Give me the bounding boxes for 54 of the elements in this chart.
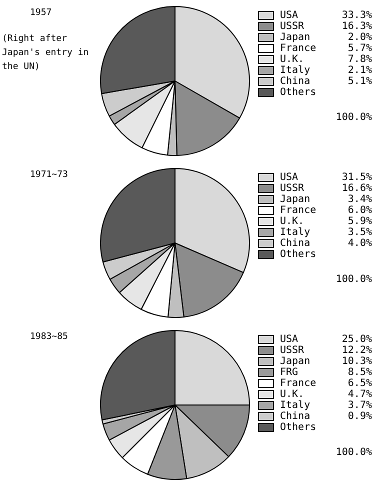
data-label: 6.5% — [346, 378, 372, 389]
legend-label: Others — [280, 87, 318, 98]
data-label: 0.9% — [346, 411, 372, 422]
legend-label: USSR — [280, 183, 306, 194]
legend-label: USA — [280, 172, 300, 183]
data-label: 2.1% — [346, 65, 372, 76]
legend-label: France — [280, 378, 318, 389]
legend-label: Japan — [280, 356, 312, 367]
data-label: 4.7% — [346, 389, 372, 400]
data-label: 4.0% — [346, 238, 372, 249]
chart-title: 1957 — [30, 8, 52, 18]
legend-label: U.K. — [280, 54, 306, 65]
text: 100.0% — [334, 274, 372, 285]
data-label: 16.6% — [340, 183, 372, 194]
data-label: 25.0% — [340, 334, 372, 345]
legend-label: Italy — [280, 400, 312, 411]
legend-label: USA — [280, 10, 300, 21]
data-label: 3.4% — [346, 194, 372, 205]
legend-label: China — [280, 76, 312, 87]
legend-label: FRG — [280, 367, 300, 378]
data-label: 6.0% — [346, 205, 372, 216]
legend-label: France — [280, 205, 318, 216]
legend-label: USA — [280, 334, 300, 345]
legend-label: U.K. — [280, 216, 306, 227]
data-label: 2.0% — [346, 32, 372, 43]
legend-label: U.K. — [280, 389, 306, 400]
legend-label: USSR — [280, 345, 306, 356]
data-label: 7.8% — [346, 54, 372, 65]
legend-label: Italy — [280, 227, 312, 238]
data-label: 5.1% — [346, 76, 372, 87]
text: (Right after Japan's entry in the UN) — [2, 33, 90, 74]
legend-label: Japan — [280, 32, 312, 43]
data-label: 8.5% — [346, 367, 372, 378]
chart-title: 1983~85 — [30, 332, 68, 342]
data-label: 31.5% — [340, 172, 372, 183]
data-label: 33.3% — [340, 10, 372, 21]
data-label: 10.3% — [340, 356, 372, 367]
data-label: 12.2% — [340, 345, 372, 356]
data-label: 3.5% — [346, 227, 372, 238]
legend-label: Japan — [280, 194, 312, 205]
data-label: 16.3% — [340, 21, 372, 32]
text: 100.0% — [334, 447, 372, 458]
data-label: 3.7% — [346, 400, 372, 411]
legend-label: Others — [280, 422, 318, 433]
text: 100.0% — [334, 112, 372, 123]
legend-label: China — [280, 238, 312, 249]
legend-label: France — [280, 43, 318, 54]
data-label: 5.7% — [346, 43, 372, 54]
legend-label: Others — [280, 249, 318, 260]
chart-title: 1971~73 — [30, 170, 68, 180]
legend-label: China — [280, 411, 312, 422]
data-label: 5.9% — [346, 216, 372, 227]
legend-label: USSR — [280, 21, 306, 32]
legend-label: Italy — [280, 65, 312, 76]
